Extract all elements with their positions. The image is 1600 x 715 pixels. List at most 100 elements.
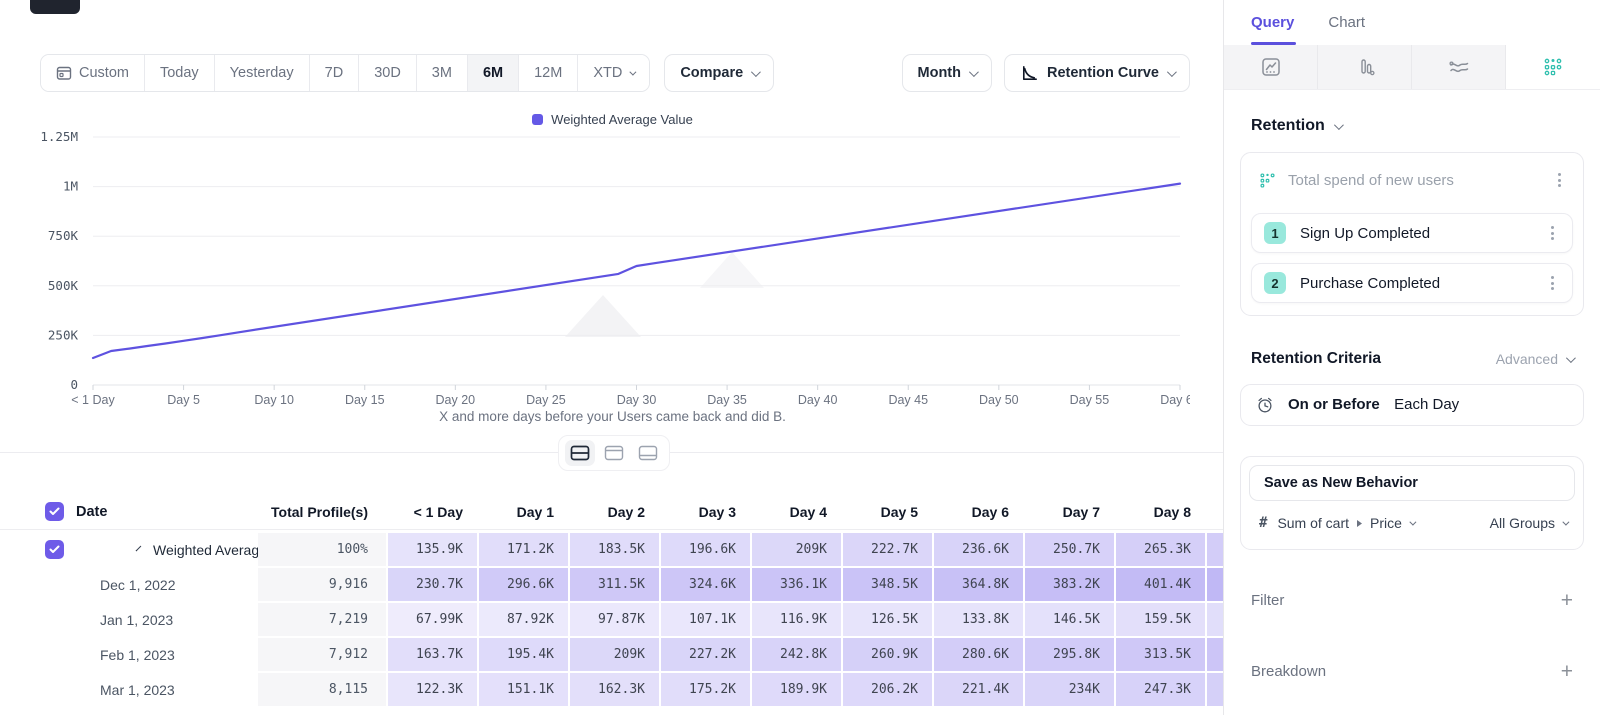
step-number-badge: 2 (1264, 272, 1286, 294)
retention-cell: 311.5K (570, 568, 659, 601)
add-breakdown-button[interactable]: + (1560, 660, 1573, 683)
retention-dots-icon (1260, 172, 1275, 188)
criteria-condition-value: Each Day (1394, 396, 1460, 413)
criteria-mode-dropdown[interactable]: Advanced (1496, 351, 1576, 367)
retention-cell: 206.2K (843, 673, 932, 706)
chevron-down-icon (1333, 119, 1344, 130)
behavior-title: Total spend of new users (1288, 171, 1454, 189)
tab-chart[interactable]: Chart (1328, 14, 1366, 31)
range-today[interactable]: Today (144, 55, 215, 91)
kebab-menu-icon[interactable] (1545, 222, 1560, 244)
retention-cell: 126.5K (843, 603, 932, 636)
range-30d[interactable]: 30D (359, 55, 417, 91)
range-12m[interactable]: 12M (519, 55, 579, 91)
range-6m[interactable]: 6M (467, 55, 520, 91)
table-row[interactable]: Feb 1, 2023 7,912 163.7K 195.4K 209K 227.2K 24… (0, 638, 1223, 671)
behavior-step[interactable]: 1 Sign Up Completed (1251, 213, 1573, 253)
metric-row: # Sum of cart Price All Groups (1249, 501, 1575, 541)
retention-cell-clipped (1207, 673, 1223, 706)
x-tick-label: Day 10 (254, 393, 294, 407)
tab-retention[interactable] (1506, 45, 1600, 89)
chevron-down-icon (1565, 352, 1576, 363)
chevron-down-icon[interactable] (135, 545, 142, 552)
tab-flows[interactable] (1412, 45, 1506, 89)
groups-label: All Groups (1489, 515, 1555, 531)
range-xtd[interactable]: XTD (578, 55, 650, 91)
range-label: XTD (593, 65, 623, 81)
table-row[interactable]: Dec 1, 2022 9,916 230.7K 296.6K 311.5K 324.6K… (0, 568, 1223, 601)
insights-chart-icon (1261, 58, 1280, 76)
chart-type-label: Retention Curve (1047, 65, 1159, 81)
calendar-icon (56, 66, 72, 80)
col-header: Day 2 (607, 503, 645, 520)
table-row[interactable]: Mar 1, 2023 8,115 122.3K 151.1K 162.3K 175.2K… (0, 673, 1223, 706)
retention-cell: 133.8K (934, 603, 1023, 636)
retention-cell: 296.6K (479, 568, 568, 601)
report-type-dropdown[interactable]: Retention (1251, 117, 1573, 135)
step-label: Purchase Completed (1300, 274, 1441, 292)
legend-label: Weighted Average Value (551, 112, 693, 127)
col-header: Day 3 (698, 503, 736, 520)
retention-cell: 195.4K (479, 638, 568, 671)
select-all-checkbox[interactable] (45, 502, 64, 521)
behavior-step[interactable]: 2 Purchase Completed (1251, 263, 1573, 303)
tab-bar-report[interactable] (1318, 45, 1412, 89)
retention-line-chart[interactable]: 0 250K 500K 750K 1M 1.25M < 1 Day Day 5 Day 10 Da… (40, 125, 1190, 410)
metric-property-label: Sum of cart (1277, 515, 1350, 531)
range-yesterday[interactable]: Yesterday (214, 55, 310, 91)
x-tick-label: Day 35 (707, 393, 747, 407)
chart-view-icon (604, 445, 624, 461)
groups-dropdown[interactable]: All Groups (1489, 515, 1570, 531)
legend-swatch (532, 114, 544, 125)
retention-cell: 265.3K (1116, 533, 1205, 566)
kebab-menu-icon[interactable] (1552, 169, 1567, 191)
save-as-new-behavior-button[interactable]: Save as New Behavior (1249, 465, 1575, 501)
tab-insights[interactable] (1224, 45, 1318, 89)
add-filter-button[interactable]: + (1560, 589, 1573, 612)
chart-view-button[interactable] (599, 440, 629, 466)
table-row[interactable]: Jan 1, 2023 7,219 67.99K 87.92K 97.87K 107.1K… (0, 603, 1223, 636)
retention-cell: 247.3K (1116, 673, 1205, 706)
range-3m[interactable]: 3M (416, 55, 468, 91)
x-tick-label: Day 15 (345, 393, 385, 407)
metric-property-dropdown[interactable]: Sum of cart Price (1277, 515, 1417, 531)
table-row[interactable]: Weighted Average ... 100% 135.9K 171.2K 183.… (0, 533, 1223, 566)
retention-cell: 230.7K (388, 568, 477, 601)
row-checkbox[interactable] (45, 540, 64, 559)
retention-criteria-title: Retention Criteria (1251, 350, 1382, 367)
total-profiles-cell: 7,912 (258, 638, 386, 671)
retention-cell: 196.6K (661, 533, 750, 566)
step-number-badge: 1 (1264, 222, 1286, 244)
compare-button[interactable]: Compare (664, 54, 775, 92)
range-label: Today (159, 65, 199, 81)
total-profiles-cell: 8,115 (258, 673, 386, 706)
retention-cell: 260.9K (843, 638, 932, 671)
range-custom[interactable]: Custom (41, 55, 145, 91)
kebab-menu-icon[interactable] (1545, 272, 1560, 294)
table-view-icon (638, 445, 658, 461)
col-header: < 1 Day (413, 503, 463, 520)
query-panel: Query Chart (1223, 0, 1600, 715)
tab-query[interactable]: Query (1251, 14, 1297, 45)
retention-cell: 146.5K (1025, 603, 1114, 636)
chevron-down-icon (1562, 518, 1570, 526)
chart-type-button[interactable]: Retention Curve (1004, 54, 1190, 92)
col-header: Date (76, 503, 108, 520)
criteria-condition-card[interactable]: On or Before Each Day (1240, 384, 1584, 426)
row-label: Jan 1, 2023 (100, 611, 174, 628)
y-tick-label: 0 (70, 377, 78, 392)
table-view-button[interactable] (633, 440, 663, 466)
retention-cell: 234K (1025, 673, 1114, 706)
split-view-button[interactable] (565, 440, 595, 466)
retention-cell: 227.2K (661, 638, 750, 671)
col-header: Day 4 (789, 503, 827, 520)
range-7d[interactable]: 7D (309, 55, 360, 91)
x-tick-label: Day 20 (436, 393, 476, 407)
retention-cell: 67.99K (388, 603, 477, 636)
granularity-button[interactable]: Month (901, 54, 992, 92)
retention-cell: 171.2K (479, 533, 568, 566)
col-header: Day 5 (880, 503, 918, 520)
cutoff-pill (30, 0, 80, 14)
filter-label: Filter (1251, 592, 1285, 609)
total-profiles-cell: 9,916 (258, 568, 386, 601)
